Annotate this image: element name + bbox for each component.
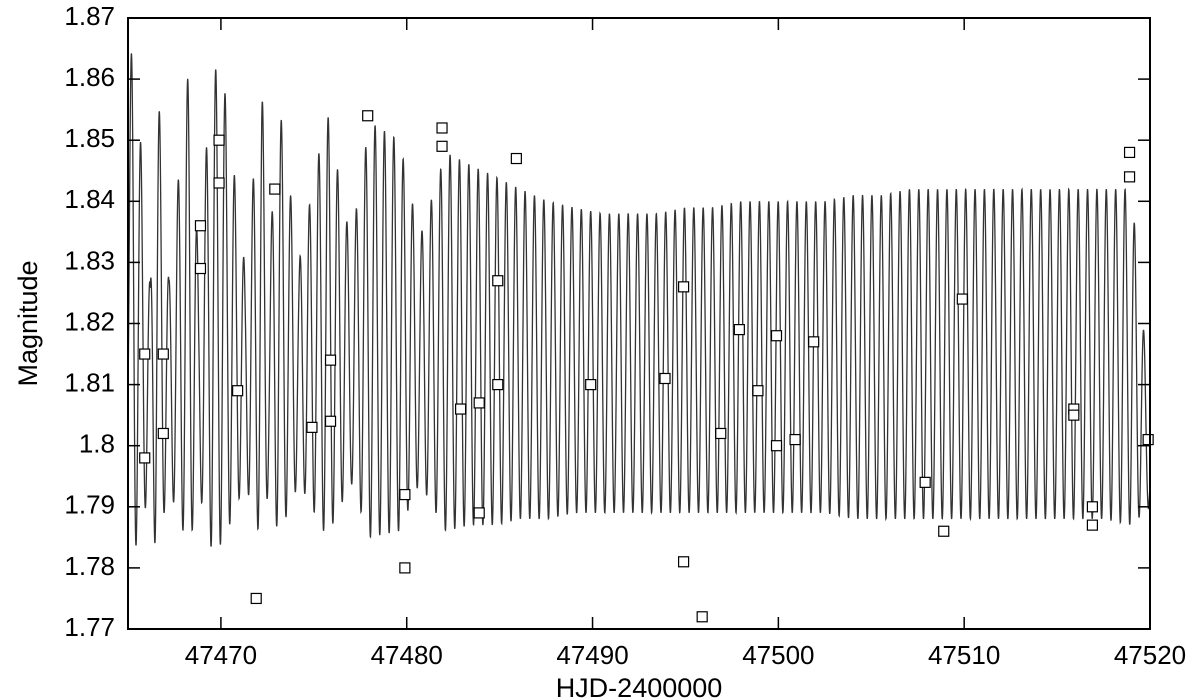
x-tick-label: 47490 (556, 640, 628, 670)
data-point (194, 220, 207, 232)
data-point (157, 427, 169, 440)
data-point (399, 488, 411, 501)
data-point (677, 281, 690, 293)
y-tick-label: 1.77 (64, 612, 115, 642)
y-tick-label: 1.85 (64, 123, 115, 153)
data-point (436, 140, 448, 152)
data-point (659, 372, 671, 385)
data-point (194, 262, 207, 275)
data-point (455, 403, 467, 415)
data-point (1123, 171, 1136, 183)
data-point (306, 421, 318, 433)
y-tick-label: 1.79 (64, 490, 115, 520)
data-point (733, 324, 745, 336)
x-tick-label: 47470 (185, 640, 257, 670)
x-axis-label: HJD-2400000 (556, 673, 723, 699)
data-point (1086, 519, 1098, 531)
data-point (139, 452, 151, 464)
x-tick-label: 47500 (742, 640, 814, 670)
data-point (808, 336, 820, 348)
data-point (585, 379, 597, 391)
data-point (362, 110, 374, 122)
model-curve-line (127, 53, 1151, 547)
y-tick-label: 1.83 (64, 245, 115, 275)
y-tick-label: 1.87 (64, 1, 115, 31)
data-point (269, 183, 281, 195)
y-tick-label: 1.86 (64, 62, 115, 92)
data-point (752, 385, 764, 397)
data-point (919, 476, 931, 488)
x-tick-label: 47480 (371, 640, 443, 670)
data-point (324, 354, 337, 366)
data-point (213, 177, 225, 189)
data-point (770, 330, 783, 342)
x-tick-label: 47510 (928, 640, 1000, 670)
data-point (473, 507, 485, 519)
data-point (232, 385, 244, 397)
y-tick-label: 1.81 (64, 367, 115, 397)
model-curve-layer (127, 53, 1151, 547)
data-point (789, 433, 801, 446)
data-point (473, 397, 485, 409)
data-point (510, 152, 522, 165)
data-points-layer (139, 110, 1154, 623)
y-tick-label: 1.82 (64, 306, 115, 336)
data-point (492, 379, 504, 391)
data-point (1123, 146, 1136, 159)
data-point (677, 556, 690, 568)
ticks-layer: 47470 47480 47490 47500 47510 47520 1.77 1.78 1.… (64, 1, 1186, 670)
data-point (139, 348, 151, 360)
data-point (1086, 501, 1098, 513)
data-point (956, 293, 968, 305)
y-axis-label: Magnitude (13, 260, 43, 386)
x-tick-label: 47520 (1114, 640, 1186, 670)
data-point (399, 562, 411, 574)
data-point (157, 348, 169, 360)
data-point (696, 611, 708, 623)
data-point (938, 525, 950, 537)
data-point (1142, 433, 1154, 446)
data-point (213, 134, 225, 146)
y-tick-label: 1.8 (79, 429, 115, 459)
data-point (770, 440, 783, 452)
data-point (324, 415, 337, 427)
y-tick-label: 1.84 (64, 184, 115, 214)
data-point (715, 427, 727, 440)
data-point (1068, 409, 1080, 421)
data-point (250, 592, 262, 605)
y-tick-label: 1.78 (64, 551, 115, 581)
data-point (492, 275, 504, 287)
data-point (436, 122, 448, 134)
plot-frame (127, 17, 1151, 630)
